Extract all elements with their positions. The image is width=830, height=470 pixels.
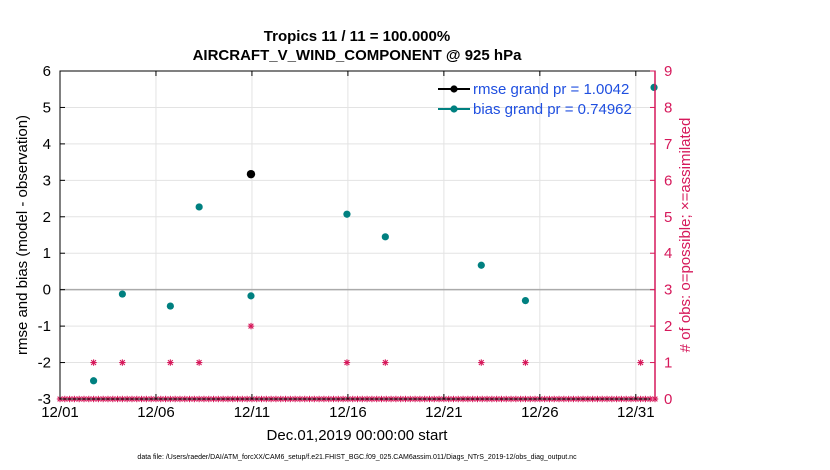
y-axis-right: 0 1 2 3 4 5 6 7 8 9	[650, 63, 672, 408]
y2-tick-label: 7	[664, 136, 672, 153]
y2-tick-label: 3	[664, 282, 672, 299]
y-tick-label: 5	[43, 99, 51, 116]
legend: rmse grand pr = 1.0042 bias grand pr = 0…	[438, 81, 632, 118]
x-tick-label: 12/26	[521, 404, 559, 421]
legend-bias-label: bias grand pr = 0.74962	[473, 101, 632, 118]
data-file-footer: data file: /Users/raeder/DAI/ATM_forcXX/…	[137, 454, 577, 461]
x-tick-label: 12/01	[41, 404, 79, 421]
obs-count-marker	[119, 359, 126, 366]
y-tick-label: 1	[43, 245, 51, 262]
x-tick-label: 12/06	[137, 404, 175, 421]
obs-count-marker	[247, 322, 255, 330]
y2-tick-label: 0	[664, 391, 672, 408]
y2-tick-label: 6	[664, 172, 672, 189]
y2-tick-label: 2	[664, 318, 672, 335]
chart-title: Tropics 11 / 11 = 100.000%	[264, 28, 450, 45]
rmse-point	[246, 169, 256, 179]
bias-point	[650, 83, 658, 91]
x-tick-label: 12/31	[617, 404, 655, 421]
bias-point	[89, 377, 98, 385]
legend-rmse-marker	[450, 85, 458, 93]
obs-count-marker	[522, 359, 529, 366]
y2-tick-label: 9	[664, 63, 672, 80]
y2-tick-label: 8	[664, 99, 672, 116]
obs-count-marker	[195, 359, 203, 366]
y2-tick-label: 1	[664, 355, 672, 372]
bias-point	[118, 290, 126, 298]
y-tick-label: -1	[38, 318, 51, 335]
x-tick-label: 12/21	[425, 404, 463, 421]
chart-subtitle: AIRCRAFT_V_WIND_COMPONENT @ 925 hPa	[193, 47, 523, 64]
y-tick-label: 3	[43, 172, 51, 189]
legend-bias-marker	[450, 105, 458, 113]
y-tick-label: 4	[43, 136, 51, 153]
y-tick-label: -3	[38, 391, 51, 408]
x-axis-label: Dec.01,2019 00:00:00 start	[267, 427, 449, 444]
y-axis-left: -3 -2 -1 0 1 2 3 4 5 6	[38, 63, 65, 408]
obs-count-marker	[382, 359, 389, 366]
y-axis-label: rmse and bias (model - observation)	[14, 115, 31, 355]
y2-tick-label: 4	[664, 245, 672, 262]
obs-count-marker	[167, 359, 174, 366]
bias-point	[477, 261, 485, 269]
legend-rmse-label: rmse grand pr = 1.0042	[473, 81, 629, 98]
y-tick-label: 2	[43, 209, 51, 226]
plot-area	[60, 71, 655, 399]
bias-point	[343, 210, 351, 218]
y-tick-label: 6	[43, 63, 51, 80]
obs-count-marker	[90, 359, 97, 366]
obs-count-marker	[478, 359, 485, 366]
bias-point	[195, 203, 203, 211]
y2-axis-label: # of obs: o=possible; ×=assimilated	[677, 118, 694, 353]
y-tick-label: -2	[38, 355, 51, 372]
obs-count-marker	[343, 359, 351, 366]
data-series	[89, 83, 658, 385]
x-tick-label: 12/16	[329, 404, 367, 421]
obs-count-marker	[637, 359, 644, 366]
bias-point	[521, 297, 530, 305]
y-tick-label: 0	[43, 282, 51, 299]
bias-point	[166, 302, 174, 310]
bias-point	[381, 233, 389, 241]
x-tick-label: 12/11	[234, 404, 270, 421]
y2-tick-label: 5	[664, 209, 672, 226]
x-axis: 12/01 12/06 12/11 12/16 12/21 12/26 12/31	[41, 71, 655, 421]
bias-point	[247, 292, 255, 300]
